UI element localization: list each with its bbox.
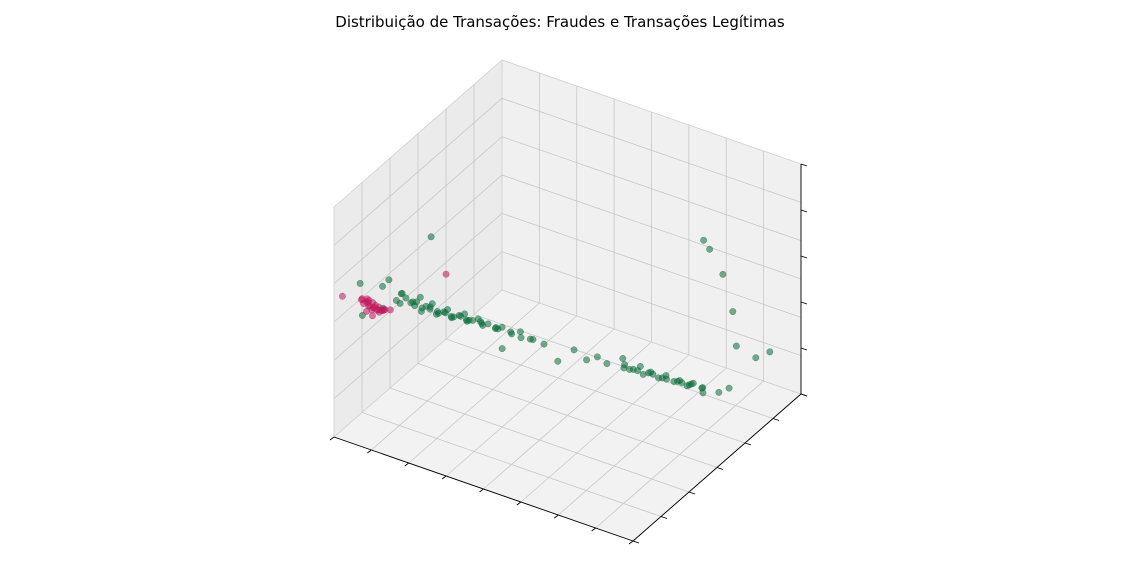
legit-point [732, 342, 740, 350]
legit-point [492, 324, 500, 331]
legit-point [444, 306, 452, 314]
fraud-point [338, 292, 346, 300]
legit-point [683, 382, 691, 390]
fraud-point [369, 312, 376, 320]
legit-point [392, 297, 400, 304]
x-tick [367, 449, 372, 454]
legit-point [463, 317, 471, 325]
legit-point [621, 361, 629, 369]
legit-point [689, 379, 697, 387]
legit-point [570, 346, 578, 354]
legit-point [639, 370, 647, 378]
legit-point [583, 356, 591, 364]
x-tick [516, 501, 522, 506]
legit-point [356, 279, 364, 287]
z-tick [800, 163, 808, 167]
legit-point [706, 245, 714, 253]
y-tick [772, 418, 780, 421]
legit-point [474, 315, 482, 323]
grid-line [445, 338, 746, 444]
fraud-point [363, 307, 370, 315]
legit-point [540, 340, 548, 348]
fraud-point [363, 295, 371, 303]
data-points [338, 233, 774, 397]
legit-point [593, 353, 601, 361]
fraud-point [386, 306, 394, 314]
grid-line [361, 412, 662, 517]
legit-point [516, 328, 524, 336]
legit-point [554, 357, 562, 365]
legit-point [508, 330, 516, 338]
legit-point [729, 308, 737, 315]
legit-point [725, 384, 733, 392]
x-tick [479, 488, 484, 493]
grid-line [333, 97, 802, 246]
legit-point [379, 282, 386, 290]
legit-point [647, 368, 655, 376]
legit-point [699, 389, 707, 397]
legit-point [427, 233, 435, 241]
legit-point [529, 336, 537, 343]
grid-line [417, 363, 718, 468]
chart-title: Distribuição de Transações: Fraudes e Tr… [335, 13, 785, 31]
legit-point [619, 355, 627, 362]
legit-point [461, 310, 469, 318]
legit-point [432, 310, 440, 318]
x-tick [553, 514, 559, 519]
legit-point [448, 314, 456, 322]
legit-point [484, 320, 492, 328]
x-tick [441, 475, 447, 480]
legit-point [416, 293, 424, 301]
legit-point [719, 270, 727, 278]
legit-point [670, 377, 678, 385]
z-tick [800, 301, 808, 305]
legit-point [411, 302, 419, 310]
fraud-point [369, 299, 377, 307]
fraud-point [442, 270, 450, 278]
y-tick [660, 516, 668, 519]
legit-point [397, 290, 405, 298]
z-tick [800, 209, 808, 213]
y-tick [632, 540, 640, 544]
fraud-point [375, 303, 383, 311]
legit-point [655, 374, 662, 382]
grid-line [389, 387, 690, 493]
legit-point [498, 345, 506, 353]
legit-point [417, 307, 425, 315]
z-tick [800, 347, 808, 351]
legit-point [358, 311, 366, 319]
legit-point [402, 294, 410, 302]
legit-point [662, 372, 670, 380]
y-tick [744, 442, 752, 446]
y-tick [716, 467, 724, 470]
x-tick [329, 436, 335, 441]
legit-point [636, 362, 644, 370]
z-tick [800, 393, 808, 397]
x-tick [404, 462, 410, 467]
legit-point [498, 323, 506, 331]
legit-point [428, 300, 436, 308]
x-tick [628, 540, 634, 545]
axis-ticks [329, 163, 808, 545]
grid-line [333, 251, 802, 399]
legit-point [676, 377, 684, 385]
grid-line [333, 174, 802, 323]
z-tick [800, 255, 808, 259]
legit-point [700, 236, 708, 244]
legit-point [385, 276, 393, 284]
legit-point [766, 348, 774, 356]
grid-line [333, 136, 802, 284]
legit-point [626, 365, 633, 373]
legit-point [603, 360, 611, 368]
x-tick [591, 527, 596, 532]
legit-point [752, 354, 760, 362]
y-tick [688, 491, 696, 495]
legit-point [517, 334, 525, 342]
legit-point [715, 388, 723, 396]
